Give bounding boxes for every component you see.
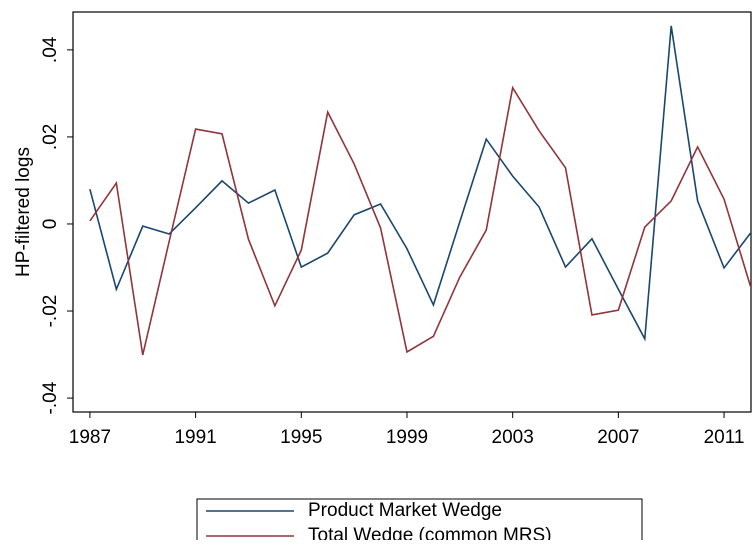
legend-label: Product Market Wedge — [308, 500, 502, 521]
y-tick-label: 0 — [40, 219, 61, 230]
x-tick-label: 1999 — [386, 427, 428, 448]
y-tick-label: .02 — [40, 124, 61, 150]
legend-label: Total Wedge (common MRS) — [308, 525, 552, 540]
data-line — [89, 25, 752, 342]
data-line — [89, 85, 752, 356]
y-tick-label: -.02 — [40, 295, 61, 328]
x-tick-label: 1991 — [174, 427, 216, 448]
y-tick-label: .04 — [40, 36, 61, 63]
x-tick-label: 1987 — [69, 427, 111, 448]
x-tick-label: 1995 — [280, 427, 322, 448]
y-tick-label: -.04 — [40, 381, 61, 414]
x-tick-label: 2007 — [597, 427, 639, 448]
x-tick-label: 2003 — [492, 427, 534, 448]
x-tick-label: 2011 — [704, 427, 745, 448]
plot-frame — [72, 11, 752, 413]
y-axis-label: HP-filtered logs — [13, 147, 34, 277]
